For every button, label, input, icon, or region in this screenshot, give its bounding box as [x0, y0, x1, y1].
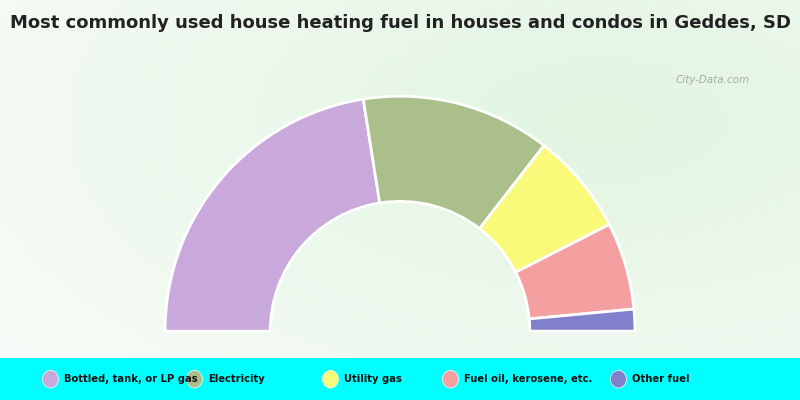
Ellipse shape — [186, 370, 202, 388]
Text: Electricity: Electricity — [208, 374, 265, 384]
Text: Other fuel: Other fuel — [632, 374, 690, 384]
Wedge shape — [479, 146, 610, 272]
Text: City-Data.com: City-Data.com — [676, 75, 750, 85]
Wedge shape — [529, 309, 635, 331]
Text: Fuel oil, kerosene, etc.: Fuel oil, kerosene, etc. — [464, 374, 592, 384]
Wedge shape — [363, 96, 544, 229]
Wedge shape — [165, 99, 380, 331]
Text: Most commonly used house heating fuel in houses and condos in Geddes, SD: Most commonly used house heating fuel in… — [10, 14, 790, 32]
Ellipse shape — [610, 370, 626, 388]
Ellipse shape — [42, 370, 58, 388]
Wedge shape — [516, 224, 634, 319]
Ellipse shape — [322, 370, 338, 388]
Bar — [0, 358, 800, 400]
Ellipse shape — [442, 370, 458, 388]
Text: Bottled, tank, or LP gas: Bottled, tank, or LP gas — [64, 374, 198, 384]
Text: Utility gas: Utility gas — [344, 374, 402, 384]
